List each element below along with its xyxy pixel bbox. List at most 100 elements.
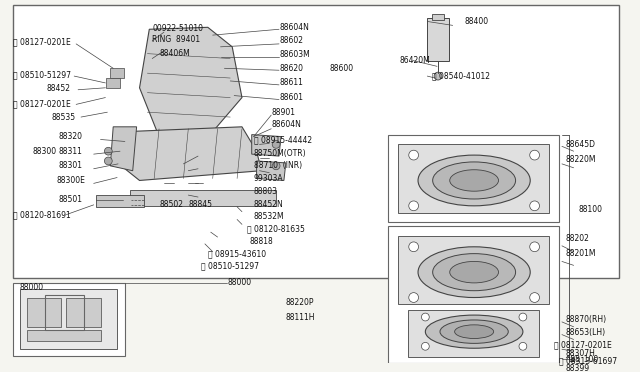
Text: 88532M: 88532M	[253, 212, 284, 221]
Text: 88111H: 88111H	[286, 312, 316, 321]
Text: Ⓦ 08915-44442: Ⓦ 08915-44442	[253, 135, 312, 144]
Bar	[428, 17, 449, 61]
Bar	[67, 298, 100, 327]
Text: 88870(RH): 88870(RH)	[566, 315, 607, 324]
Text: Ⓑ 08120-81691: Ⓑ 08120-81691	[13, 210, 70, 219]
Text: 86420M: 86420M	[400, 56, 431, 65]
Circle shape	[409, 293, 419, 302]
Text: 88000: 88000	[20, 283, 44, 292]
Text: Ⓢ 08510-51297: Ⓢ 08510-51297	[201, 262, 259, 271]
Text: 88502: 88502	[159, 201, 183, 209]
Circle shape	[422, 313, 429, 321]
Text: 88818: 88818	[250, 237, 273, 246]
Text: 88750M(OTR): 88750M(OTR)	[253, 149, 307, 158]
Text: 88220P: 88220P	[286, 298, 314, 307]
Bar	[110, 68, 124, 78]
Text: 88452: 88452	[47, 84, 71, 93]
Text: 88710  (INR): 88710 (INR)	[253, 161, 302, 170]
Circle shape	[519, 342, 527, 350]
Text: 88601: 88601	[279, 93, 303, 102]
Ellipse shape	[450, 170, 499, 191]
Circle shape	[530, 293, 540, 302]
Text: ^88_100: ^88_100	[564, 355, 598, 363]
Bar	[130, 190, 276, 206]
Polygon shape	[115, 127, 262, 180]
Text: 88603M: 88603M	[279, 50, 310, 59]
Text: 88600: 88600	[330, 64, 354, 73]
Circle shape	[409, 242, 419, 252]
Bar	[28, 298, 61, 327]
Text: RING  89401: RING 89401	[152, 35, 200, 44]
Ellipse shape	[450, 262, 499, 283]
Text: 88604N: 88604N	[271, 121, 301, 129]
Text: 00922-51010: 00922-51010	[152, 24, 204, 33]
Bar	[13, 5, 620, 278]
Polygon shape	[252, 135, 281, 156]
Ellipse shape	[433, 162, 516, 199]
Ellipse shape	[433, 254, 516, 291]
Text: 88611: 88611	[279, 78, 303, 87]
Circle shape	[113, 69, 121, 77]
Text: 88307H: 88307H	[566, 349, 596, 357]
Text: Ⓑ 08127-0201E: Ⓑ 08127-0201E	[13, 38, 70, 46]
Text: 88653(LH): 88653(LH)	[566, 328, 606, 337]
Text: 88000: 88000	[227, 278, 252, 288]
Bar	[20, 289, 117, 349]
Bar	[408, 310, 540, 357]
Text: 88220M: 88220M	[566, 154, 596, 164]
Bar	[388, 135, 559, 222]
Circle shape	[109, 79, 117, 87]
Text: 88845: 88845	[188, 201, 212, 209]
Text: 88406M: 88406M	[159, 49, 190, 58]
Ellipse shape	[418, 155, 530, 206]
Bar	[28, 330, 100, 341]
Text: 88202: 88202	[566, 234, 589, 244]
Text: 88399: 88399	[566, 364, 590, 372]
Bar	[432, 14, 444, 19]
Circle shape	[272, 141, 280, 148]
Bar	[388, 226, 559, 363]
Circle shape	[272, 162, 280, 170]
Text: Ⓢ 08313-61697: Ⓢ 08313-61697	[559, 356, 617, 365]
Text: 88320: 88320	[59, 132, 83, 141]
Bar	[95, 195, 145, 207]
Ellipse shape	[418, 247, 530, 298]
Text: 88901: 88901	[271, 108, 295, 117]
Text: 88602: 88602	[279, 36, 303, 45]
Text: 88100: 88100	[579, 205, 602, 214]
Circle shape	[409, 150, 419, 160]
Text: 88301: 88301	[59, 161, 83, 170]
Text: Ⓑ 08127-0201E: Ⓑ 08127-0201E	[554, 341, 612, 350]
Ellipse shape	[426, 315, 523, 348]
Circle shape	[104, 147, 112, 155]
Text: 88311: 88311	[59, 147, 83, 156]
Text: 88803: 88803	[253, 187, 278, 196]
Text: 88620: 88620	[279, 64, 303, 73]
Text: 88501: 88501	[59, 195, 83, 205]
Text: Ⓢ 08540-41012: Ⓢ 08540-41012	[432, 71, 490, 81]
Text: Ⓑ 08127-0201E: Ⓑ 08127-0201E	[13, 99, 70, 108]
Bar	[13, 283, 125, 356]
Circle shape	[104, 157, 112, 165]
Text: 88300: 88300	[32, 147, 56, 156]
Circle shape	[434, 72, 442, 80]
Bar	[398, 144, 549, 213]
Polygon shape	[257, 161, 286, 180]
Circle shape	[530, 242, 540, 252]
Text: 88201M: 88201M	[566, 249, 596, 258]
Polygon shape	[140, 27, 242, 137]
Text: 99303A: 99303A	[253, 174, 284, 183]
Text: Ⓢ 08510-51297: Ⓢ 08510-51297	[13, 71, 71, 80]
Circle shape	[519, 313, 527, 321]
Text: 88400: 88400	[465, 17, 488, 26]
Ellipse shape	[440, 320, 508, 343]
Bar	[106, 78, 120, 88]
Text: 88645D: 88645D	[566, 140, 596, 149]
Text: 88300E: 88300E	[56, 176, 86, 185]
Bar	[45, 295, 84, 330]
Circle shape	[530, 150, 540, 160]
Ellipse shape	[454, 325, 493, 339]
Bar	[398, 236, 549, 304]
Circle shape	[422, 342, 429, 350]
Text: 88604N: 88604N	[279, 23, 309, 32]
